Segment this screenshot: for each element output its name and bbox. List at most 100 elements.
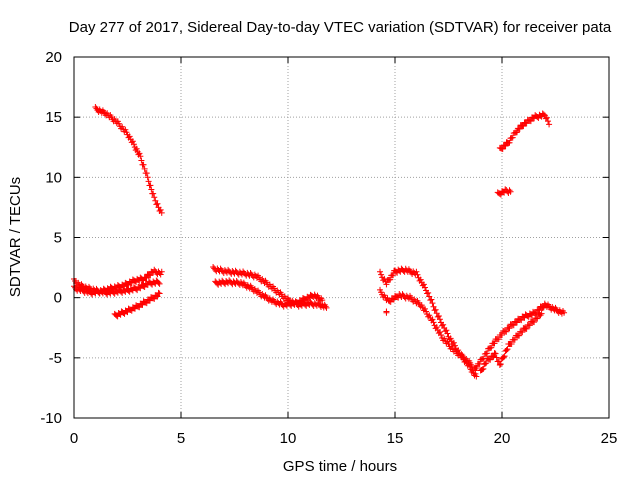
- data-point: [150, 190, 157, 197]
- data-point: [436, 328, 443, 335]
- data-point: [137, 153, 144, 160]
- data-point: [503, 328, 510, 335]
- x-axis-ticks: 0 5 10 15 20 25: [70, 57, 617, 447]
- data-point: [146, 297, 153, 304]
- data-point: [158, 268, 165, 275]
- data-point: [561, 309, 568, 316]
- data-point: [156, 280, 163, 287]
- data-point: [499, 331, 505, 338]
- data-point: [484, 350, 491, 357]
- data-point: [138, 301, 145, 308]
- data-point: [520, 123, 527, 130]
- data-point: [447, 335, 454, 342]
- data-point: [140, 161, 147, 168]
- data-point: [430, 303, 437, 310]
- data-points: [71, 103, 568, 380]
- data-point: [511, 336, 518, 343]
- x-tick-label: 10: [280, 430, 297, 447]
- data-point: [429, 316, 436, 323]
- data-point: [501, 353, 508, 360]
- data-point: [472, 370, 479, 377]
- data-point: [151, 295, 158, 302]
- y-tick-label: -10: [40, 410, 62, 427]
- data-point: [378, 271, 385, 278]
- data-point: [381, 275, 388, 282]
- x-tick-label: 0: [70, 430, 78, 447]
- data-point: [143, 170, 150, 177]
- data-point: [145, 297, 152, 304]
- y-tick-label: 5: [54, 230, 62, 247]
- data-point: [138, 157, 145, 164]
- data-point: [510, 322, 517, 329]
- data-point: [425, 289, 432, 296]
- data-point: [488, 344, 495, 351]
- data-point: [386, 298, 393, 305]
- data-point: [421, 284, 428, 291]
- data-point: [497, 361, 504, 368]
- y-tick-label: 0: [54, 290, 62, 307]
- data-point: [435, 312, 442, 319]
- data-point: [414, 271, 421, 278]
- data-point: [150, 295, 157, 302]
- data-point: [427, 297, 434, 304]
- data-point: [482, 360, 489, 367]
- y-axis-label: SDTVAR / TECUs: [7, 177, 24, 297]
- data-point: [543, 114, 550, 121]
- data-point: [527, 118, 534, 125]
- data-point: [507, 188, 514, 195]
- data-point: [145, 178, 152, 185]
- data-point: [421, 305, 428, 312]
- data-point: [158, 209, 165, 216]
- y-axis-ticks: -10 -5 0 5 10 15 20: [40, 49, 609, 427]
- data-point: [426, 312, 433, 319]
- x-tick-label: 20: [494, 430, 511, 447]
- data-point: [383, 281, 390, 288]
- data-point: [492, 350, 499, 357]
- data-point: [156, 290, 163, 297]
- data-point: [473, 373, 480, 380]
- y-tick-label: 10: [45, 169, 62, 186]
- data-point: [506, 139, 513, 146]
- data-point: [431, 307, 438, 314]
- data-point: [147, 182, 154, 189]
- data-point: [502, 143, 509, 150]
- data-point: [377, 268, 384, 275]
- data-point: [473, 365, 480, 372]
- data-point: [443, 327, 450, 334]
- data-point: [538, 310, 545, 317]
- data-point: [390, 296, 397, 303]
- data-point: [129, 138, 136, 145]
- data-point: [143, 275, 150, 282]
- data-point: [503, 347, 510, 354]
- data-point: [135, 303, 142, 310]
- x-axis-label: GPS time / hours: [283, 458, 397, 475]
- data-point: [424, 290, 431, 297]
- data-point: [429, 300, 436, 307]
- data-point: [323, 304, 330, 311]
- data-point: [487, 356, 494, 363]
- data-point: [534, 315, 541, 322]
- data-point: [153, 292, 160, 299]
- data-point: [540, 111, 547, 118]
- data-point: [153, 201, 160, 208]
- data-point: [387, 276, 394, 283]
- data-point: [142, 299, 149, 306]
- data-point: [504, 346, 511, 353]
- data-point: [418, 302, 425, 309]
- data-point: [438, 331, 445, 338]
- data-point: [383, 309, 390, 316]
- data-point: [157, 206, 164, 213]
- data-point: [139, 301, 146, 308]
- data-point: [147, 272, 154, 279]
- data-point: [144, 174, 151, 181]
- data-point: [154, 200, 161, 207]
- data-point: [157, 271, 164, 278]
- data-point: [433, 324, 440, 331]
- data-point: [155, 279, 162, 286]
- data-point: [491, 340, 498, 347]
- data-point: [493, 354, 500, 361]
- data-point: [480, 365, 487, 372]
- data-point: [130, 141, 137, 148]
